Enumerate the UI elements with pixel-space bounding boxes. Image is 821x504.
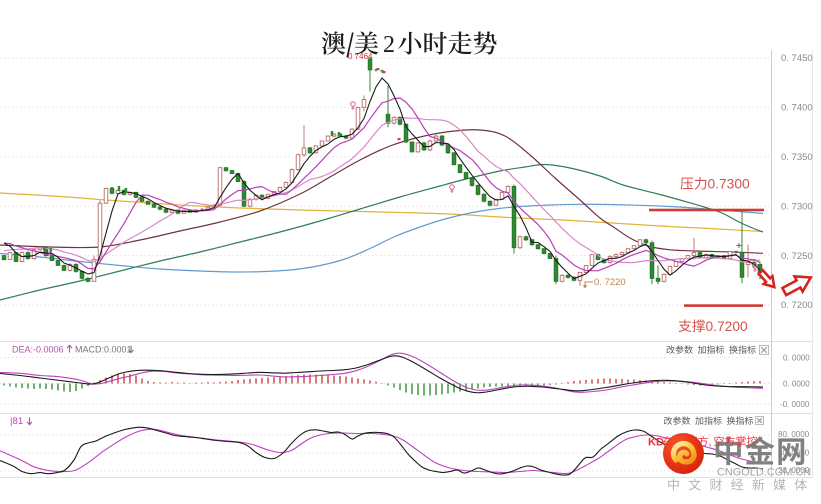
svg-text:0.7200: 0.7200 — [706, 319, 749, 334]
svg-text:0. 7220: 0. 7220 — [594, 277, 626, 288]
svg-text:DEA:-0.0006: DEA:-0.0006 — [12, 345, 64, 355]
svg-text:0. 0000: 0. 0000 — [783, 353, 810, 362]
svg-text:0. 7400: 0. 7400 — [781, 103, 813, 114]
svg-text:0. 7250: 0. 7250 — [781, 251, 813, 262]
svg-text:0. 7200: 0. 7200 — [781, 300, 813, 311]
svg-text:20. 0000: 20. 0000 — [778, 466, 810, 475]
svg-text:MACD:0.0001: MACD:0.0001 — [75, 345, 132, 355]
svg-text:KD: KD — [648, 436, 664, 448]
svg-text:0 7464: 0 7464 — [348, 52, 373, 61]
svg-text:|81: |81 — [10, 416, 23, 427]
svg-text:0.7300: 0.7300 — [708, 177, 751, 192]
svg-text:CNGOLD.COM.CN: CNGOLD.COM.CN — [717, 467, 811, 479]
svg-text:0. 7450: 0. 7450 — [781, 53, 813, 64]
svg-text:0. 0000: 0. 0000 — [783, 379, 810, 388]
svg-text:,: , — [709, 436, 712, 448]
svg-text:-0. 0000: -0. 0000 — [780, 400, 810, 409]
svg-text:80. 0000: 80. 0000 — [778, 430, 810, 439]
svg-text:0. 7350: 0. 7350 — [781, 152, 813, 163]
svg-text:0. 7300: 0. 7300 — [781, 201, 813, 212]
svg-text:2: 2 — [383, 32, 395, 58]
